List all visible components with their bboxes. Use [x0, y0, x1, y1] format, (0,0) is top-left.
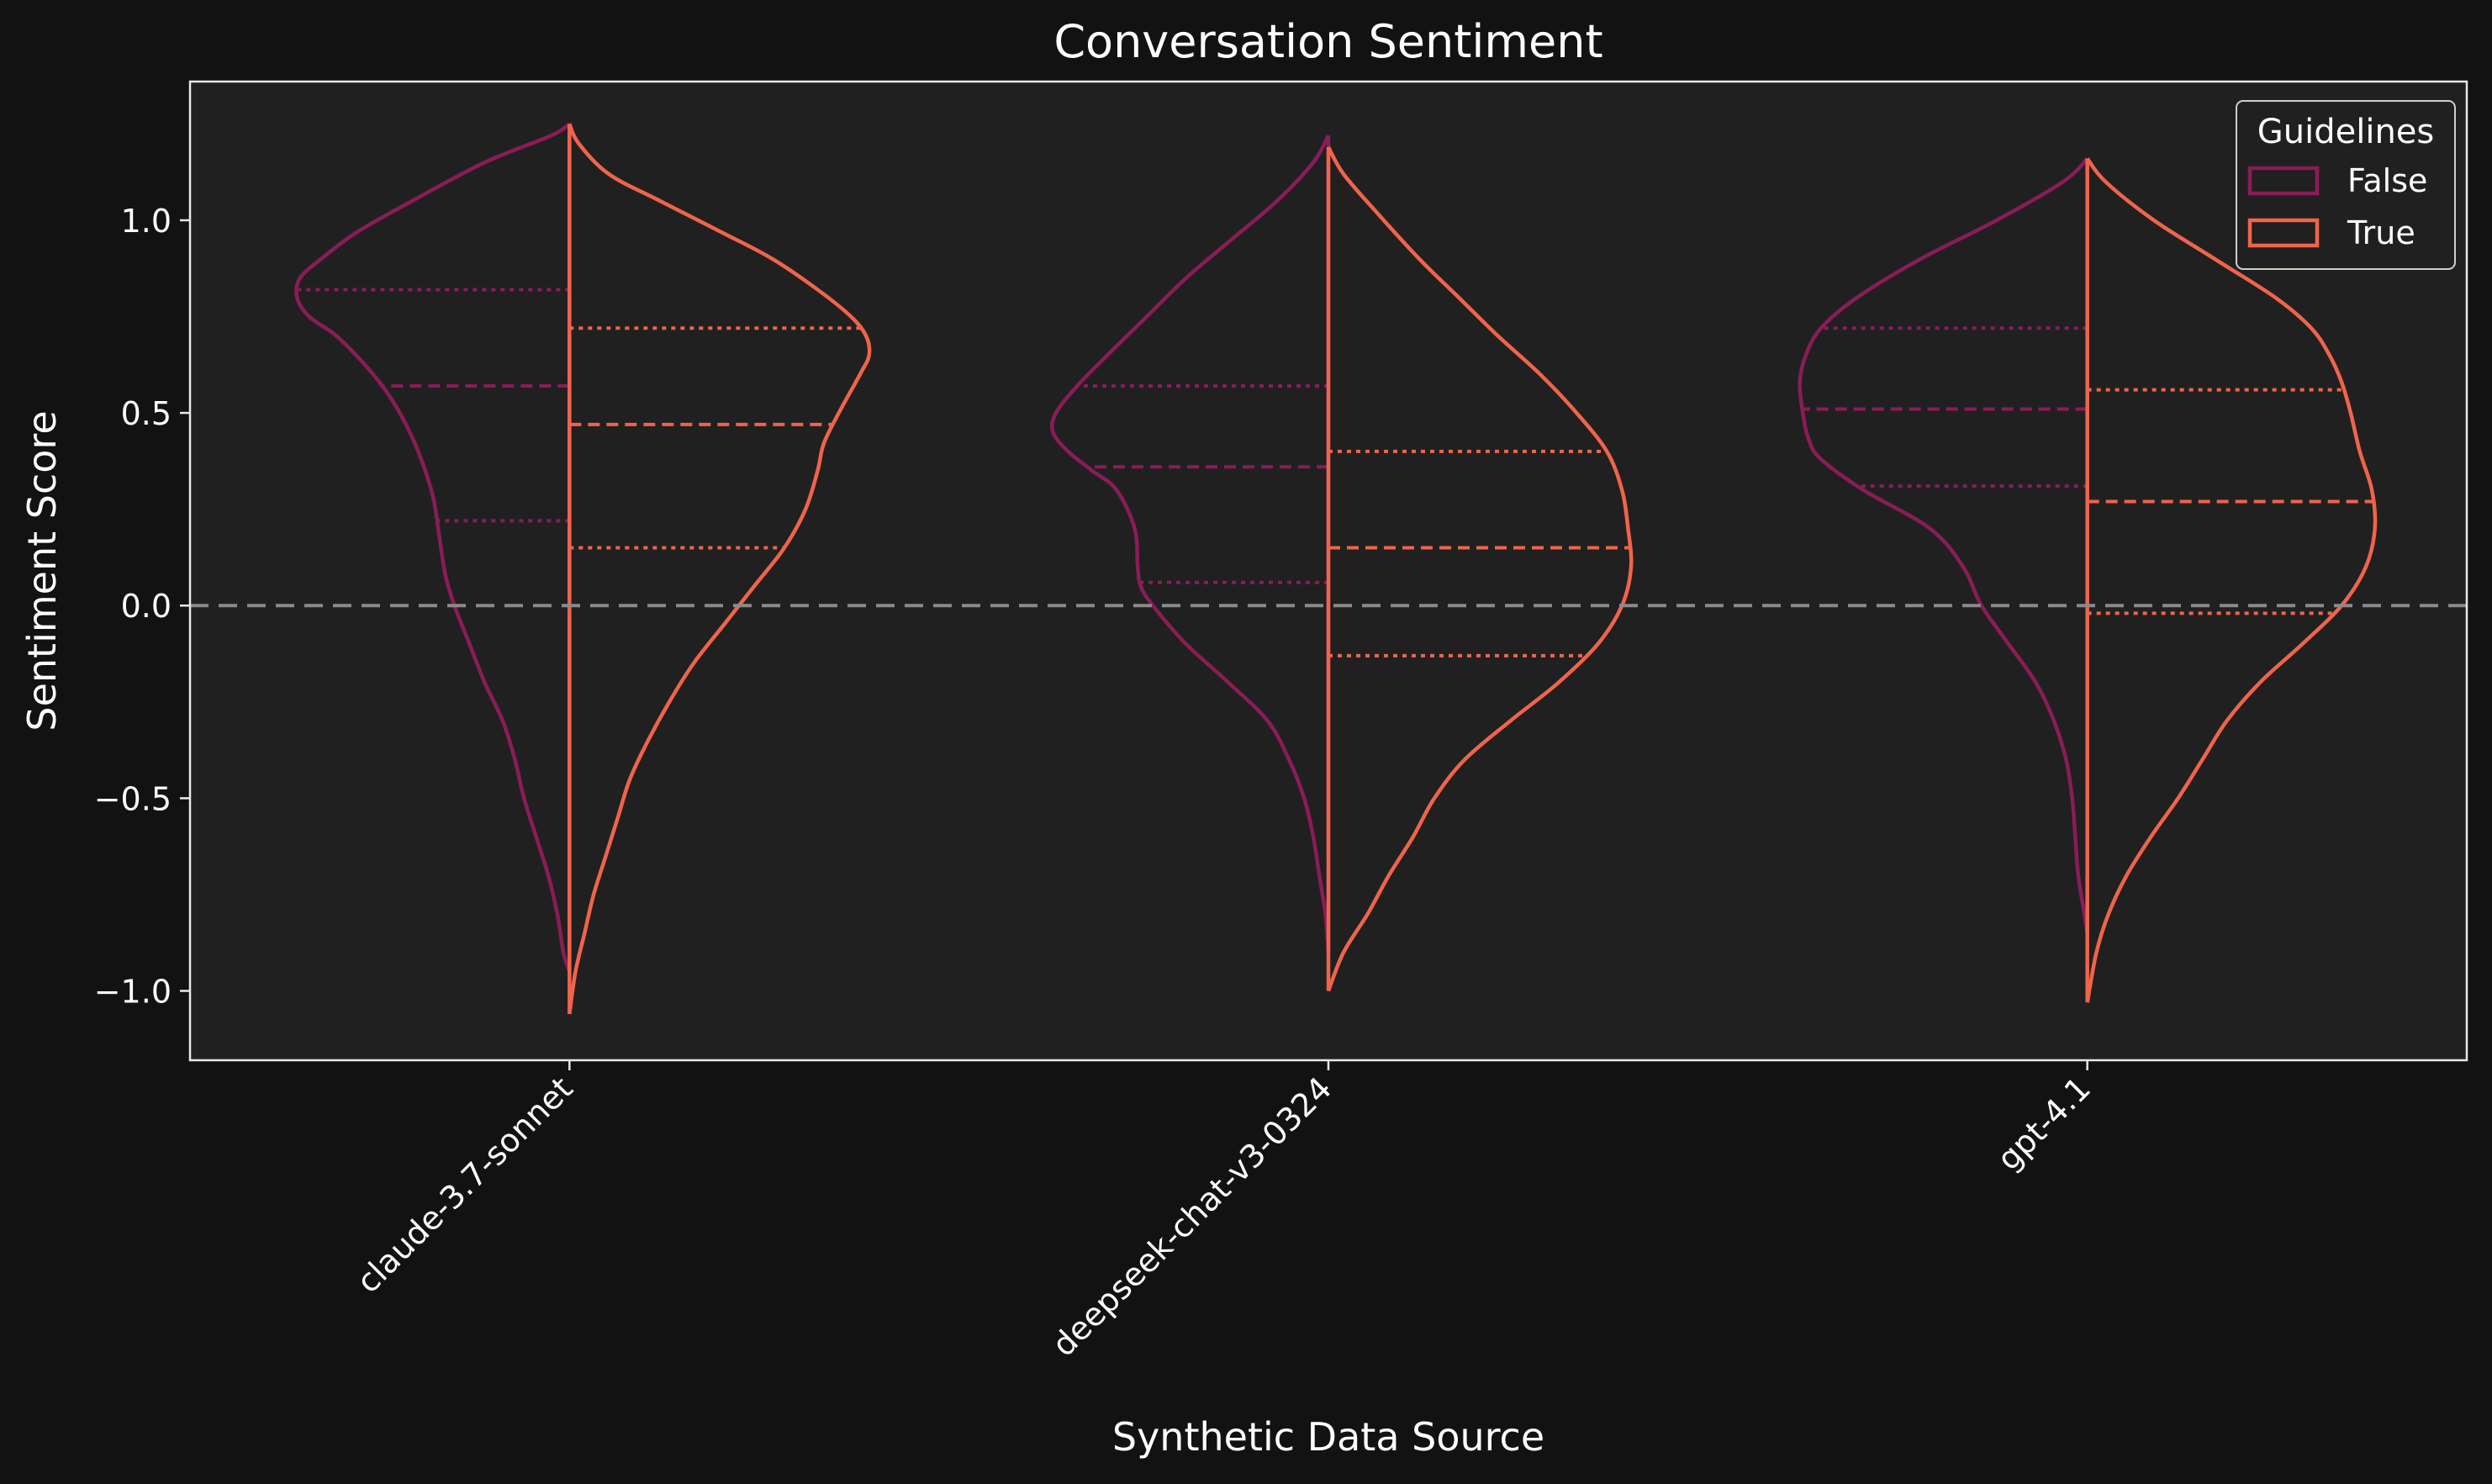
- y-tick-label: 0.0: [121, 588, 172, 625]
- violin-true-deepseek-chat-v3-0324: [1326, 145, 1634, 992]
- y-tick-label: 1.0: [121, 203, 172, 240]
- legend: Guidelines False True: [2236, 100, 2456, 270]
- legend-label-true: True: [2347, 214, 2415, 251]
- violins-layer: [294, 122, 2378, 1015]
- legend-title: Guidelines: [2257, 113, 2435, 151]
- violin-false-deepseek-chat-v3-0324: [1049, 135, 1331, 953]
- violin-false-claude-3.7-sonnet: [294, 122, 572, 973]
- legend-swatch-false: [2247, 166, 2320, 196]
- y-tick-label: −0.5: [94, 780, 172, 817]
- legend-swatch-true: [2247, 218, 2320, 248]
- violin-true-gpt-4.1: [2085, 157, 2378, 1003]
- y-tick-label: 0.5: [121, 395, 172, 432]
- y-axis-label: Sentiment Score: [19, 410, 65, 731]
- violin-true-claude-3.7-sonnet: [568, 123, 872, 1015]
- violin-false-gpt-4.1: [1798, 157, 2089, 934]
- y-tick-label: −1.0: [94, 974, 172, 1011]
- chart-title: Conversation Sentiment: [1053, 15, 1602, 68]
- y-axis: 1.0 0.5 0.0 −0.5 −1.0: [94, 203, 190, 1011]
- legend-label-false: False: [2347, 162, 2427, 199]
- legend-box: [2236, 100, 2456, 270]
- x-axis-label: Synthetic Data Source: [1112, 1414, 1544, 1460]
